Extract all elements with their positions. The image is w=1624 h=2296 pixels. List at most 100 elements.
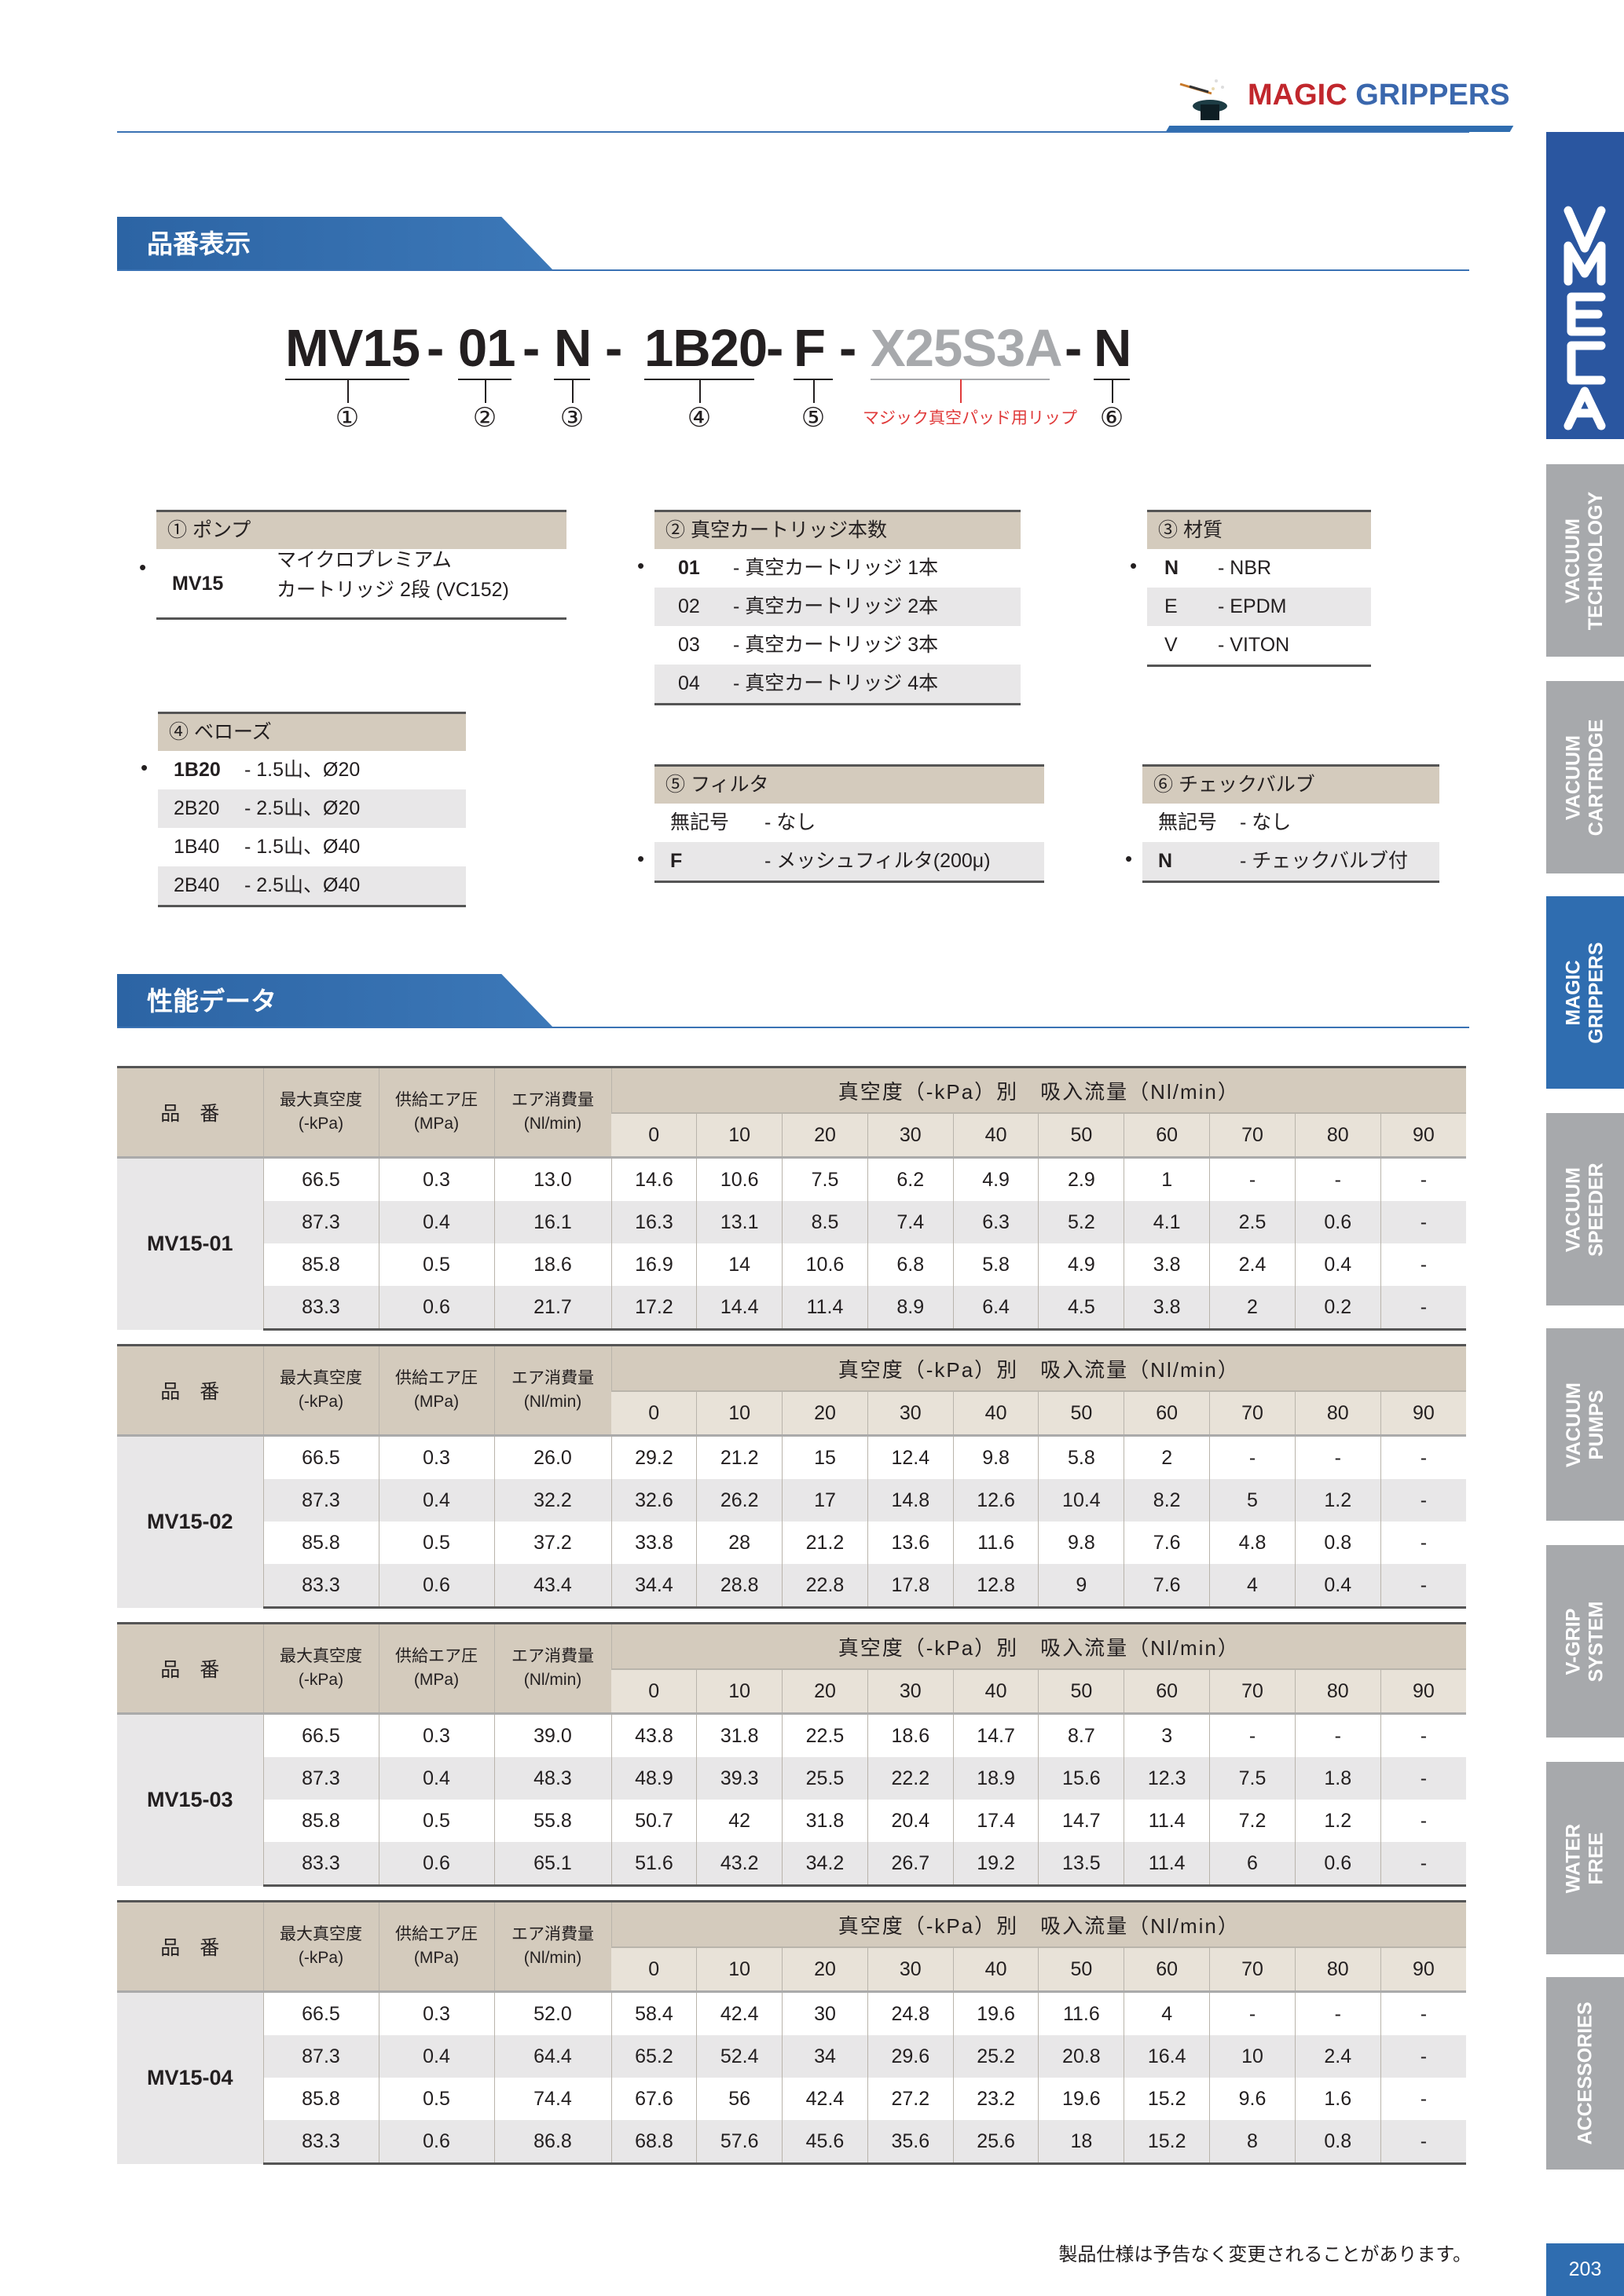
col-header-max-vacuum: 最大真空度 (-kPa) <box>262 1900 379 1992</box>
sidebar-tab-vacuum-speeder[interactable]: VACUUM SPEEDER <box>1546 1113 1624 1305</box>
table-cell: 66.5 <box>262 1712 379 1757</box>
col-header-air-consumption: エア消費量 (Nl/min) <box>493 1622 611 1714</box>
col-header-label: 最大真空度 <box>280 1647 362 1665</box>
table-cell: 83.3 <box>262 1564 379 1609</box>
table-cell: 0.4 <box>378 1201 494 1243</box>
table-cell: - <box>1380 2035 1467 2078</box>
part-segment-1: MV15 <box>285 319 420 378</box>
table-cell: 7.4 <box>867 1201 954 1243</box>
part-segment-7: N <box>1094 319 1131 378</box>
col-header-vacuum-level: 70 <box>1209 1668 1296 1714</box>
option-desc: - なし <box>1240 811 1292 833</box>
sidebar-tab-vacuum-pumps[interactable]: VACUUM PUMPS <box>1546 1328 1624 1521</box>
table-cell: 18.6 <box>493 1243 611 1286</box>
col-header-vacuum-level: 10 <box>696 1390 783 1436</box>
col-header-vacuum-level: 50 <box>1038 1946 1124 1992</box>
table-cell: 22.2 <box>867 1757 954 1800</box>
default-bullet-icon: • <box>637 847 645 870</box>
table-cell: - <box>1380 1286 1467 1331</box>
table-cell: - <box>1380 1156 1467 1201</box>
table-cell: 21.7 <box>493 1286 611 1331</box>
option-desc: - なし <box>764 811 816 833</box>
table-cell: 4.9 <box>952 1156 1039 1201</box>
col-header-flow: 真空度（-kPa）別 吸入流量（Nl/min） <box>610 1344 1467 1391</box>
footer-note: 製品仕様は予告なく変更されることがあります。 <box>1058 2244 1472 2265</box>
table-cell: 17.8 <box>867 1564 954 1609</box>
table-cell: 0.2 <box>1294 1286 1381 1331</box>
col-header-vacuum-level: 50 <box>1038 1112 1124 1158</box>
table-cell: 26.7 <box>867 1842 954 1887</box>
header-row: 0 10 20 30 40 50 60 70 80 90 <box>117 1390 1467 1436</box>
table-cell: 18 <box>1038 2120 1124 2165</box>
table-row: 87.3 0.4 64.4 65.2 52.4 34 29.6 25.2 20.8 16.4 10 2… <box>117 2035 1467 2078</box>
col-header-label: エア消費量 <box>511 1925 594 1943</box>
table-cell: 6.4 <box>952 1286 1039 1331</box>
option-row: 1B20 - 1.5山、Ø20 <box>158 751 466 789</box>
col-header-label: 供給エア圧 <box>395 1647 478 1665</box>
option-row: MV15 マイクロプレミアム カートリッジ 2段 (VC152) <box>156 549 566 620</box>
table-cell: 57.6 <box>696 2120 783 2165</box>
col-header-vacuum-level: 30 <box>867 1668 954 1714</box>
table-cell: 1.6 <box>1294 2078 1381 2120</box>
sidebar-tab-v-grip-system[interactable]: V-GRIP SYSTEM <box>1546 1545 1624 1738</box>
table-cell: 25.5 <box>782 1757 868 1800</box>
table-cell: 14.6 <box>610 1156 697 1201</box>
table-cell: 5.2 <box>1038 1201 1124 1243</box>
table-cell: 0.6 <box>378 1842 494 1887</box>
option-row: 無記号 - なし <box>1142 804 1439 842</box>
part-separator: - <box>605 319 623 378</box>
segment-tick <box>572 379 574 403</box>
col-header-vacuum-level: 80 <box>1294 1112 1381 1158</box>
sidebar-tab-label: VACUUM TECHNOLOGY <box>1562 491 1608 630</box>
option-code: N <box>1158 850 1173 872</box>
vmeca-logo[interactable] <box>1546 132 1624 439</box>
sidebar-tab-vacuum-technology[interactable]: VACUUM TECHNOLOGY <box>1546 464 1624 657</box>
sidebar-tab-label: V-GRIP SYSTEM <box>1562 1601 1608 1682</box>
col-header-supply-pressure: 供給エア圧 (MPa) <box>378 1900 494 1992</box>
table-cell: 25.2 <box>952 2035 1039 2078</box>
table-cell: 0.4 <box>378 1757 494 1800</box>
table-cell: 14 <box>696 1243 783 1286</box>
sidebar-tab-magic-grippers[interactable]: MAGIC GRIPPERS <box>1546 896 1624 1089</box>
table-cell: 13.5 <box>1038 1842 1124 1887</box>
sidebar-tab-accessories[interactable]: ACCESSORIES <box>1546 1977 1624 2170</box>
table-cell: - <box>1380 1201 1467 1243</box>
col-header-air-consumption: エア消費量 (Nl/min) <box>493 1900 611 1992</box>
table-cell: 4.5 <box>1038 1286 1124 1331</box>
table-cell: 0.6 <box>1294 1201 1381 1243</box>
table-row: MV15-04 66.5 0.3 52.0 58.4 42.4 30 24.8 19.6 11.6… <box>117 1990 1467 2164</box>
table-row: 85.8 0.5 74.4 67.6 56 42.4 27.2 23.2 19.6 15.2 9.6… <box>117 2078 1467 2120</box>
table-cell: 87.3 <box>262 1757 379 1800</box>
table-cell: - <box>1380 1842 1467 1887</box>
col-header-supply-pressure: 供給エア圧 (MPa) <box>378 1622 494 1714</box>
table-cell: 4 <box>1124 1990 1210 2035</box>
table-cell: 26.2 <box>696 1479 783 1522</box>
table-cell: 65.2 <box>610 2035 697 2078</box>
option-code: 03 <box>678 634 700 656</box>
table-cell: 0.5 <box>378 2078 494 2120</box>
section-banner-performance: 性能データ <box>117 974 554 1028</box>
option-desc-line1: マイクロプレミアム <box>277 549 452 571</box>
option-row: 無記号 - なし <box>654 804 1044 842</box>
table-cell: 51.6 <box>610 1842 697 1887</box>
table-cell: 28.8 <box>696 1564 783 1609</box>
segment-note: マジック真空パッド用リップ <box>863 409 1077 427</box>
option-code: 無記号 <box>670 811 730 833</box>
option-row: 1B40 - 1.5山、Ø40 <box>158 828 466 866</box>
table-cell: 19.6 <box>1038 2078 1124 2120</box>
col-header-unit: (-kPa) <box>298 1115 344 1133</box>
sidebar-tab-vacuum-cartridge[interactable]: VACUUM CARTRIDGE <box>1546 681 1624 873</box>
sidebar-tab-water-free[interactable]: WATER FREE <box>1546 1762 1624 1954</box>
vmeca-logo-mark <box>1564 206 1606 430</box>
part-segment-2: 01 <box>458 319 516 378</box>
col-header-unit: (-kPa) <box>298 1671 344 1689</box>
table-cell: 66.5 <box>262 1434 379 1479</box>
table-row: 83.3 0.6 43.4 34.4 28.8 22.8 17.8 12.8 9 7.6 4 0.4- <box>117 1564 1467 1609</box>
option-row: 02 - 真空カートリッジ 2本 <box>654 588 1021 626</box>
table-cell: 48.3 <box>493 1757 611 1800</box>
segment-number: ③ <box>559 403 585 433</box>
table-cell: 18.6 <box>867 1712 954 1757</box>
col-header-supply-pressure: 供給エア圧 (MPa) <box>378 1066 494 1158</box>
col-header-vacuum-level: 10 <box>696 1112 783 1158</box>
part-separator: - <box>522 319 541 378</box>
